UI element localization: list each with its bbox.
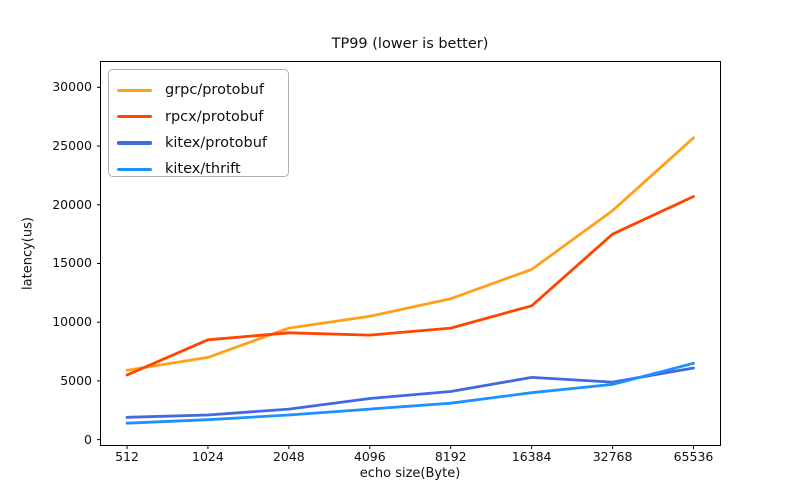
- plot-border: [100, 61, 721, 446]
- legend-label: rpcx/protobuf: [165, 108, 264, 125]
- series-line-kitex-thrift: [125, 361, 695, 425]
- legend-line-swatch: [117, 114, 152, 119]
- y-tick-label: 30000: [52, 79, 92, 95]
- y-tick-label: 20000: [52, 196, 92, 212]
- x-tick-label: 512: [115, 449, 139, 464]
- chart-title: TP99 (lower is better): [331, 36, 489, 52]
- x-tick-label: 2048: [272, 449, 305, 464]
- x-tick-label: 16384: [511, 449, 552, 464]
- legend-line-swatch: [117, 167, 152, 171]
- series-line-kitex-protobuf: [125, 366, 695, 419]
- y-tick-label: 15000: [52, 255, 92, 271]
- legend-label: kitex/thrift: [165, 161, 241, 178]
- x-tick-label: 8192: [434, 449, 467, 464]
- legend-label: grpc/protobuf: [165, 82, 265, 99]
- x-axis-label: echo size(Byte): [359, 466, 461, 481]
- y-tick-label: 0: [84, 431, 92, 447]
- x-tick-label: 32768: [592, 449, 633, 464]
- y-tick-label: 25000: [52, 138, 92, 154]
- y-tick-label: 5000: [60, 372, 92, 388]
- series-line-rpcx-protobuf: [125, 195, 695, 377]
- legend: grpc/protobuf rpcx/protobuf kitex/protobuf…: [108, 69, 289, 177]
- legend-label: kitex/protobuf: [165, 134, 268, 151]
- legend-item: kitex/protobuf: [109, 130, 288, 156]
- series-line-grpc-protobuf: [125, 136, 695, 372]
- legend-line-swatch: [117, 88, 152, 92]
- x-tick-label: 1024: [192, 449, 224, 464]
- x-tick-label: 65536: [673, 449, 714, 464]
- legend-line-swatch: [117, 141, 152, 145]
- legend-item: kitex/thrift: [109, 156, 288, 182]
- x-tick-label: 4096: [353, 449, 386, 464]
- legend-item: rpcx/protobuf: [109, 103, 288, 129]
- legend-item: grpc/protobuf: [109, 77, 288, 103]
- y-tick-label: 10000: [52, 314, 92, 330]
